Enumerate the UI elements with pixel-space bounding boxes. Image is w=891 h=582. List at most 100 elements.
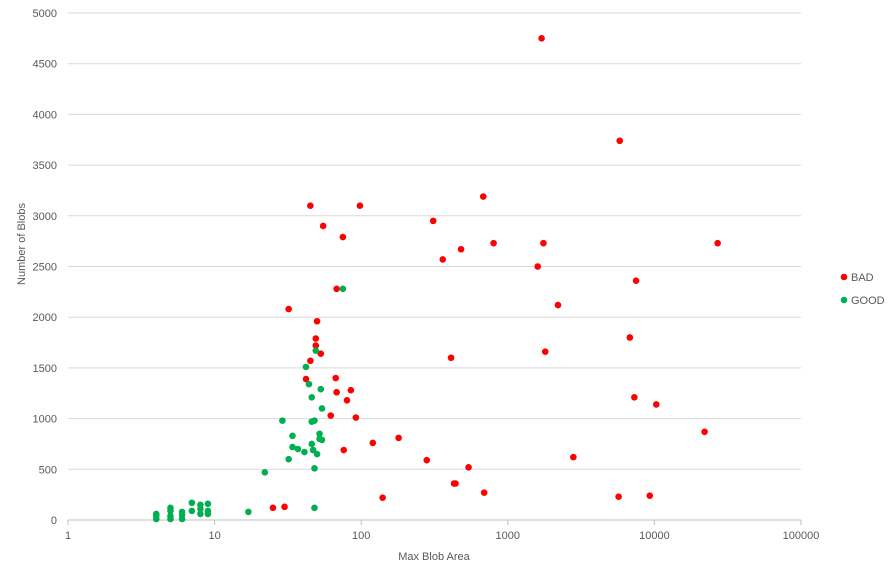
data-point-bad <box>332 374 340 382</box>
data-point-bad <box>319 222 327 230</box>
data-points <box>152 35 721 523</box>
data-point-good <box>152 510 160 518</box>
legend-label-bad: BAD <box>851 272 874 284</box>
data-point-bad <box>457 245 465 253</box>
data-point-bad <box>312 335 320 342</box>
data-point-good <box>167 504 174 512</box>
data-point-bad <box>452 480 459 487</box>
gridlines <box>68 12 801 470</box>
y-tick-label: 1000 <box>33 414 57 426</box>
data-point-good <box>313 450 321 458</box>
data-point-bad <box>538 35 545 42</box>
y-tick-label: 4500 <box>33 59 57 71</box>
data-point-bad <box>333 388 340 396</box>
data-point-bad <box>616 137 624 145</box>
data-point-bad <box>369 439 377 447</box>
y-tick-label: 500 <box>39 464 57 476</box>
data-point-good <box>317 385 325 393</box>
legend-marker-bad <box>840 273 848 281</box>
x-tick-label: 100000 <box>783 530 820 542</box>
data-point-bad <box>714 239 721 247</box>
y-tick-label: 0 <box>51 515 57 527</box>
y-tick-label: 3500 <box>33 160 57 172</box>
data-point-good <box>311 417 318 424</box>
data-point-bad <box>269 504 277 512</box>
data-point-bad <box>395 434 402 442</box>
data-point-bad <box>313 317 321 325</box>
x-tick-label: 1 <box>65 530 71 542</box>
data-point-good <box>204 507 212 515</box>
x-tick-label: 10000 <box>639 530 670 542</box>
data-point-bad <box>423 456 431 464</box>
x-tick-label: 10 <box>208 530 220 542</box>
y-tick-label: 3000 <box>33 211 57 223</box>
data-point-bad <box>340 446 348 454</box>
data-point-good <box>289 443 296 451</box>
data-point-bad <box>632 277 640 284</box>
data-point-good <box>312 347 320 354</box>
data-point-good <box>285 455 292 463</box>
data-point-bad <box>333 285 340 293</box>
data-point-bad <box>554 301 562 309</box>
data-point-bad <box>339 233 347 241</box>
data-point-bad <box>570 453 577 461</box>
data-point-good <box>188 499 196 507</box>
data-point-bad <box>356 202 364 209</box>
y-tick-label: 1500 <box>33 363 57 375</box>
data-point-good <box>289 432 296 440</box>
data-point-bad <box>541 348 549 355</box>
data-point-bad <box>646 492 654 499</box>
data-point-bad <box>615 493 622 500</box>
x-axis-label: Max Blob Area <box>398 551 470 563</box>
data-point-bad <box>652 401 660 408</box>
data-point-bad <box>317 350 325 358</box>
data-point-good <box>316 430 323 438</box>
data-point-bad <box>327 412 335 419</box>
x-tick-label: 1000 <box>496 530 520 542</box>
data-point-bad <box>343 397 351 404</box>
data-point-bad <box>465 463 472 471</box>
data-point-good <box>245 508 252 516</box>
y-tick-label: 2000 <box>33 312 57 324</box>
x-tick-label: 100 <box>352 530 370 542</box>
data-point-good <box>197 501 204 509</box>
data-point-good <box>308 394 316 401</box>
data-point-good <box>178 508 186 516</box>
data-point-good <box>311 464 318 472</box>
data-point-good <box>318 436 326 444</box>
y-tick-label: 2500 <box>33 262 57 274</box>
data-point-bad <box>307 357 314 365</box>
data-point-bad <box>352 414 360 421</box>
data-point-good <box>167 512 174 520</box>
data-point-bad <box>307 202 314 209</box>
data-point-bad <box>447 354 455 362</box>
data-point-good <box>318 405 326 412</box>
data-point-good <box>261 469 269 476</box>
data-point-good <box>311 504 318 512</box>
data-point-bad <box>540 239 547 247</box>
data-point-bad <box>480 489 488 496</box>
data-point-good <box>305 380 313 388</box>
legend: BAD GOOD <box>840 272 885 307</box>
data-point-good <box>188 507 196 515</box>
data-point-bad <box>281 503 288 511</box>
data-point-bad <box>379 494 386 501</box>
data-point-good <box>339 285 347 293</box>
data-point-good <box>309 446 317 454</box>
data-point-bad <box>631 394 638 401</box>
data-point-bad <box>490 239 497 247</box>
data-point-bad <box>347 386 355 394</box>
legend-label-good: GOOD <box>851 295 885 307</box>
x-tick-labels: 1 10 100 1000 10000 100000 <box>65 530 819 542</box>
data-point-good <box>197 510 204 518</box>
data-point-good <box>301 448 308 456</box>
data-point-bad <box>701 428 708 436</box>
data-point-good <box>302 363 310 371</box>
axes <box>67 519 802 525</box>
data-point-good <box>204 500 212 508</box>
y-tick-label: 4000 <box>33 109 57 121</box>
y-tick-label: 5000 <box>33 8 57 20</box>
data-point-bad <box>626 334 634 341</box>
